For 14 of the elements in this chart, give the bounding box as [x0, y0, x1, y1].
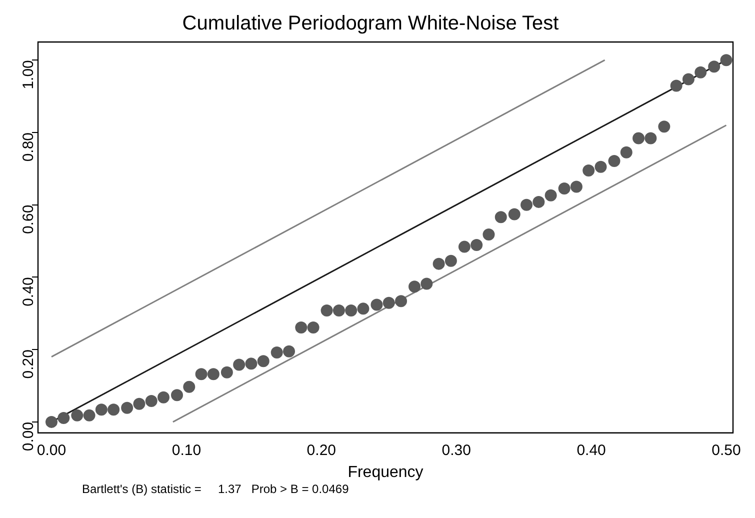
- y-tick-label: 0.20: [20, 350, 38, 379]
- x-tick-label: 0.50: [712, 442, 741, 459]
- x-tick-label: 0.00: [36, 442, 66, 459]
- y-tick-label: 0.60: [20, 204, 38, 234]
- x-axis-title: Frequency: [348, 464, 424, 481]
- x-tick-label: 0.20: [306, 442, 336, 459]
- x-tick-label: 0.40: [576, 442, 606, 459]
- x-tick-label: 0.10: [172, 442, 202, 459]
- y-tick-label: 1.00: [20, 60, 38, 90]
- x-tick-label: 0.30: [442, 442, 471, 459]
- text: Bartlett's (B) statistic = 1.37 Prob > B = 0.0469: [82, 482, 350, 496]
- y-tick-label: 0.40: [20, 277, 38, 306]
- y-tick-label: 0.80: [20, 132, 38, 162]
- chart-title: Cumulative Periodogram White-Noise Test: [182, 12, 560, 35]
